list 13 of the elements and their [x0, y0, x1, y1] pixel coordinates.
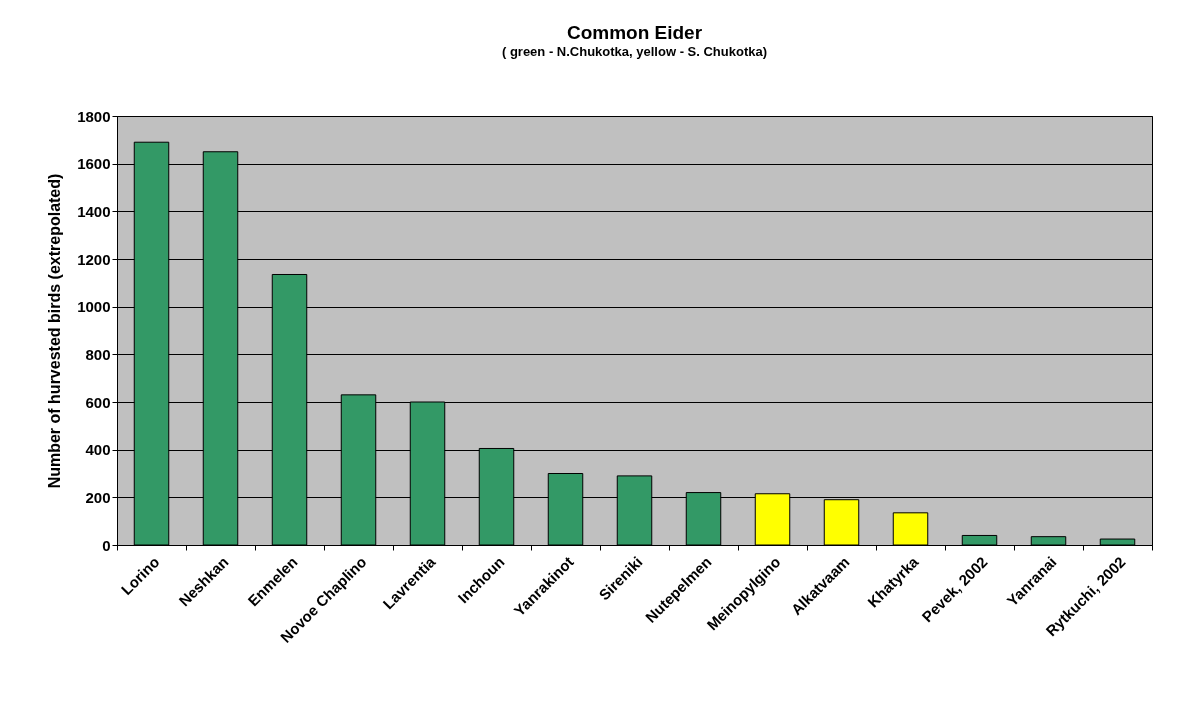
y-tick-label: 0: [102, 536, 111, 554]
y-tick-label: 1400: [77, 202, 111, 220]
chart-subtitle: ( green - N.Chukotka, yellow - S. Chukotka): [501, 44, 768, 59]
chart-title: Common Eider: [566, 22, 703, 43]
y-tick-label: 1800: [77, 107, 111, 125]
y-tick-label: 200: [85, 488, 111, 506]
y-tick-label: 800: [85, 345, 111, 363]
y-tick-label: 1200: [77, 250, 111, 268]
y-tick-label: 1600: [77, 155, 111, 173]
y-axis-title: Number of hurvested birds (extrepolated): [46, 173, 64, 489]
y-tick-label: 1000: [77, 298, 111, 316]
y-tick-label: 400: [85, 441, 111, 459]
y-tick-label: 600: [85, 393, 111, 411]
